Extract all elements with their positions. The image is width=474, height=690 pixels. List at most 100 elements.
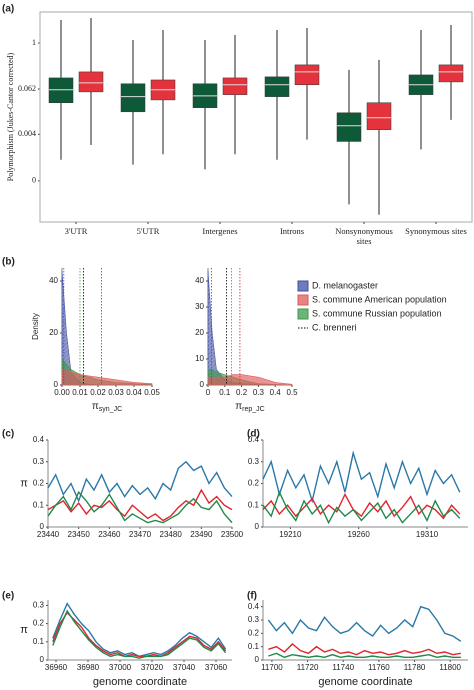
y-tick-label: 0.3 — [248, 615, 260, 624]
x-tick-label: 11800 — [439, 663, 461, 672]
panel-label: (d) — [247, 429, 260, 440]
x-tick-label: Synonymous sites — [405, 226, 467, 236]
series-line — [47, 460, 233, 503]
legend-swatch — [297, 294, 309, 306]
x-tick-label: 23450 — [68, 530, 91, 539]
y-tick-label: 0.3 — [33, 601, 45, 610]
y-axis-label: Density — [31, 313, 40, 340]
legend-swatch — [297, 308, 309, 320]
x-tick-label: Introns — [279, 226, 305, 236]
x-axis-label: πrep_JC — [235, 401, 264, 413]
x-tick-label: 36980 — [77, 663, 100, 672]
box — [78, 71, 104, 93]
y-tick-label: 0.2 — [33, 479, 45, 488]
y-tick-label: 0.1 — [248, 642, 260, 651]
series-line — [262, 492, 461, 520]
series-line — [52, 609, 227, 659]
x-axis-label-main: genome coordinate — [318, 676, 412, 688]
x-axis-label-main: π — [235, 401, 242, 412]
y-tick-label: 0 — [32, 176, 36, 185]
x-tick-label: 0 — [206, 388, 211, 397]
density-area — [207, 270, 292, 386]
y-tick-label: 0 — [40, 655, 45, 664]
box — [366, 102, 392, 130]
x-axis-label-main: genome coordinate — [93, 676, 187, 688]
y-tick-label: 0.2 — [248, 479, 260, 488]
x-tick-label: 23490 — [190, 530, 213, 539]
x-tick-label: Intergenes — [202, 226, 238, 236]
y-tick-label: 0.2 — [248, 628, 260, 637]
box — [438, 64, 464, 83]
legend-label: S. commune American population — [312, 294, 447, 304]
x-tick-label: 19260 — [348, 530, 371, 539]
y-axis-label: Polymorphism (Jukes-Cantor corrected) — [6, 52, 15, 181]
x-tick-label: 5'UTR — [136, 226, 160, 236]
y-tick-label: 0 — [255, 522, 260, 531]
x-tick-label: 0.00 — [54, 388, 70, 397]
plot-frame — [39, 11, 473, 223]
panel-label: (e) — [2, 591, 14, 602]
y-tick-label: 20 — [195, 328, 204, 337]
x-tick-label: 0.2 — [236, 388, 248, 397]
box — [264, 76, 290, 97]
x-axis-label: genome coordinate — [93, 676, 187, 688]
x-tick-label: 0.05 — [144, 388, 160, 397]
y-tick-label: 1 — [32, 38, 36, 47]
series-line — [268, 643, 461, 656]
legend-label: C. brenneri — [312, 322, 357, 332]
x-tick-label: 11700 — [261, 663, 283, 672]
x-tick-label: 0.02 — [90, 388, 106, 397]
box — [294, 64, 320, 86]
series-line — [262, 490, 461, 525]
density-area — [61, 369, 153, 386]
x-tick-label: 11740 — [332, 663, 354, 672]
x-tick-label: 19310 — [416, 530, 439, 539]
series-line — [52, 611, 227, 658]
series-line — [268, 652, 461, 659]
panel-label: (c) — [2, 429, 14, 440]
panel-label: (a) — [2, 4, 14, 15]
series-line — [52, 602, 227, 658]
x-tick-label: 11780 — [404, 663, 426, 672]
x-tick-label: 0.5 — [286, 388, 298, 397]
x-tick-label: 0.03 — [108, 388, 124, 397]
x-axis-label-sub: syn_JC — [99, 406, 122, 413]
series-line — [267, 605, 462, 642]
density-hatch — [208, 270, 292, 385]
x-tick-label: 11760 — [368, 663, 390, 672]
x-tick-label: 23480 — [160, 530, 183, 539]
x-tick-label: 0.1 — [219, 388, 231, 397]
x-tick-label: 11720 — [297, 663, 319, 672]
box — [48, 77, 74, 103]
y-tick-label: 0.4 — [248, 435, 260, 444]
x-tick-label: 23500 — [221, 530, 244, 539]
series-line — [47, 490, 233, 524]
x-tick-label: 19210 — [279, 530, 302, 539]
x-tick-label: 3'UTR — [64, 226, 88, 236]
panel-label: (f) — [247, 591, 257, 602]
x-axis-label-sub: rep_JC — [242, 406, 265, 413]
box — [336, 112, 362, 142]
x-tick-label: Nonsynonymous sites — [335, 226, 393, 246]
y-tick-label: 0.062 — [18, 84, 36, 93]
series-line — [47, 488, 233, 522]
y-tick-label: 0.3 — [248, 457, 260, 466]
y-axis-label: π — [20, 624, 28, 636]
y-tick-label: 0 — [40, 522, 45, 531]
y-tick-label: 20 — [49, 328, 58, 337]
x-tick-label: 23460 — [98, 530, 121, 539]
y-tick-label: 0.2 — [33, 619, 45, 628]
y-axis-label: π — [20, 477, 28, 489]
box — [120, 83, 146, 113]
x-tick-label: 0.01 — [72, 388, 88, 397]
y-tick-label: 0.4 — [248, 602, 260, 611]
legend-swatch — [297, 280, 309, 292]
y-tick-label: 0 — [200, 380, 205, 389]
y-tick-label: 0.1 — [33, 500, 45, 509]
x-tick-label: 23440 — [37, 530, 60, 539]
density-hatch — [62, 270, 152, 385]
y-tick-label: 30 — [195, 302, 204, 311]
legend-label: D. melanogaster — [312, 280, 378, 290]
x-axis-label: πsyn_JC — [92, 401, 122, 413]
